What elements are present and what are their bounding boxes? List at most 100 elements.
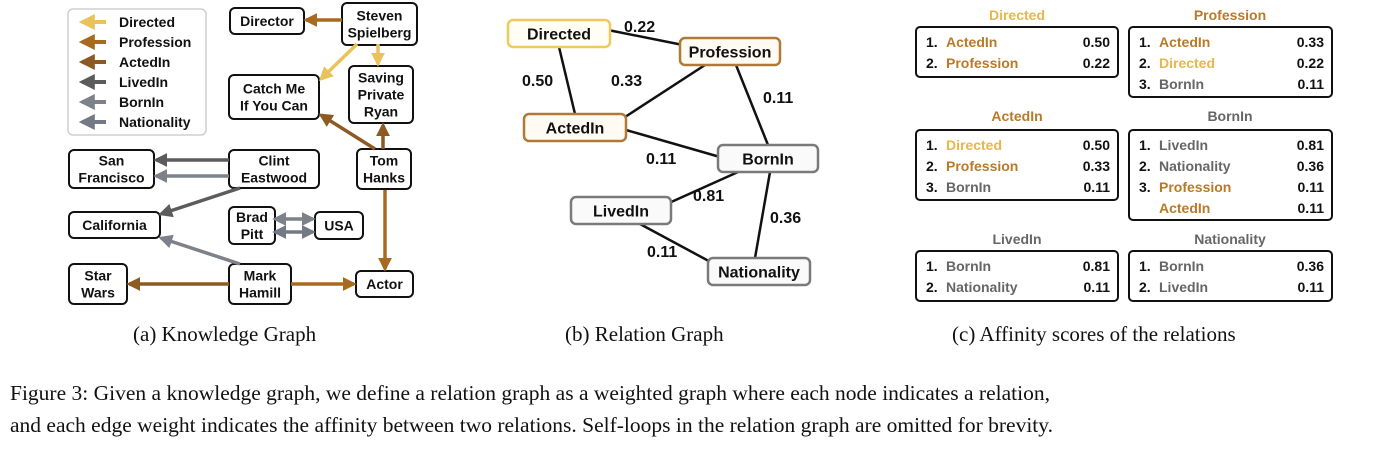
- affinity-table-box: [1128, 250, 1333, 302]
- affinity-row: 2. LivedIn 0.11: [1139, 279, 1324, 295]
- affinity-table-nationality: Nationality 1. BornIn 0.36 2. LivedIn 0.11: [1128, 231, 1333, 302]
- rg-edge-weight: 0.81: [693, 188, 724, 205]
- kg-node-label: Actor: [366, 276, 403, 292]
- affinity-score: 0.50: [1083, 34, 1110, 50]
- affinity-rank: 2.: [1139, 279, 1151, 295]
- affinity-name: Directed: [1159, 55, 1215, 71]
- affinity-rank: 2.: [926, 279, 938, 295]
- rg-edge-profession-actedin: [621, 63, 706, 121]
- affinity-table-actedin: ActedIn 1. Directed 0.50 2. Profession 0.33 3. B…: [915, 108, 1119, 201]
- affinity-name: Profession: [946, 158, 1018, 174]
- rg-node-box: [716, 143, 820, 174]
- affinity-table-box: [915, 129, 1119, 201]
- affinity-rank: 2.: [1139, 55, 1151, 71]
- affinity-row: 1. ActedIn 0.50: [926, 34, 1110, 50]
- affinity-name: LivedIn: [1159, 137, 1208, 153]
- legend-label-actedin: ActedIn: [119, 54, 170, 70]
- affinity-table-title: BornIn: [1207, 108, 1252, 124]
- caption-b: (b) Relation Graph: [565, 322, 724, 346]
- affinity-name: Directed: [946, 137, 1002, 153]
- kg-node-usa: USA: [314, 211, 364, 240]
- rg-edge-weight: 0.50: [522, 73, 553, 90]
- affinity-table-box: [1128, 129, 1333, 221]
- rg-edge-weight: 0.11: [647, 244, 677, 261]
- affinity-name: BornIn: [946, 258, 991, 274]
- kg-node-label: Francisco: [78, 170, 144, 186]
- affinity-score: 0.11: [1298, 76, 1325, 92]
- affinity-rank: 3.: [926, 179, 938, 195]
- affinity-table-box: [1128, 26, 1333, 98]
- affinity-row: 1. BornIn 0.36: [1139, 258, 1324, 274]
- affinity-rank: 2.: [926, 158, 938, 174]
- affinity-row: 1. ActedIn 0.33: [1139, 34, 1324, 50]
- affinity-table-profession: Profession 1. ActedIn 0.33 2. Directed 0.22 3. B…: [1128, 7, 1333, 98]
- rg-edge-actedin-bornin: [625, 128, 721, 159]
- kg-node-label: Hanks: [363, 170, 405, 186]
- affinity-row: ActedIn 0.11: [1159, 200, 1324, 216]
- legend-label-livedin: LivedIn: [119, 74, 168, 90]
- affinity-rank: 1.: [1139, 34, 1151, 50]
- legend-label-directed: Directed: [119, 14, 175, 30]
- affinity-rank: 1.: [926, 34, 938, 50]
- kg-node-label: Private: [358, 87, 405, 103]
- affinity-row: 1. Directed 0.50: [926, 137, 1110, 153]
- affinity-score: 0.11: [1084, 279, 1111, 295]
- kg-node-label: Tom: [370, 153, 399, 169]
- affinity-row: 2. Nationality 0.11: [926, 279, 1110, 295]
- affinity-table-bornin: BornIn 1. LivedIn 0.81 2. Nationality 0.36 3. Pr…: [1128, 108, 1333, 221]
- affinity-rank: 2.: [926, 55, 938, 71]
- affinity-row: 2. Nationality 0.36: [1139, 158, 1324, 174]
- affinity-row: 3. Profession 0.11: [1139, 179, 1324, 195]
- rg-node-nationality: Nationality: [706, 256, 812, 287]
- rg-node-directed: Directed: [506, 18, 612, 49]
- rg-node-label: ActedIn: [546, 121, 605, 138]
- affinity-table-directed: Directed 1. ActedIn 0.50 2. Profession 0.22: [915, 7, 1119, 78]
- affinity-score: 0.11: [1298, 200, 1325, 216]
- kg-node-label: Catch Me: [243, 81, 305, 97]
- caption-c: (c) Affinity scores of the relations: [952, 322, 1236, 346]
- affinity-name: BornIn: [1159, 258, 1204, 274]
- affinity-name: ActedIn: [1159, 34, 1210, 50]
- kg-node-box: [68, 211, 161, 239]
- rg-node-box: [706, 256, 812, 287]
- affinity-score: 0.36: [1297, 158, 1324, 174]
- kg-node-label: Steven: [357, 8, 403, 24]
- kg-node-label: Spielberg: [348, 25, 412, 41]
- rg-node-actedin: ActedIn: [522, 112, 628, 143]
- kg-node-label: Eastwood: [241, 170, 307, 186]
- rg-node-label: LivedIn: [593, 204, 649, 221]
- rg-node-bornin: BornIn: [716, 143, 820, 174]
- rg-node-label: Nationality: [718, 265, 800, 282]
- affinity-table-title: LivedIn: [992, 231, 1041, 247]
- figure-caption-line-1: Figure 3: Given a knowledge graph, we de…: [10, 381, 1050, 405]
- rg-edge-livedin-bornin: [668, 170, 739, 205]
- affinity-rank: 3.: [1139, 76, 1151, 92]
- affinity-rank: 1.: [926, 137, 938, 153]
- rg-edge-directed-profession: [607, 28, 684, 47]
- figure-caption-line-2: and each edge weight indicates the affin…: [10, 413, 1054, 437]
- affinity-score: 0.81: [1297, 137, 1324, 153]
- caption-a: (a) Knowledge Graph: [133, 322, 317, 346]
- legend-label-profession: Profession: [119, 34, 191, 50]
- affinity-rank: 3.: [1139, 179, 1151, 195]
- affinity-score: 0.11: [1084, 179, 1111, 195]
- affinity-name: Profession: [1159, 179, 1231, 195]
- affinity-rank: 1.: [926, 258, 938, 274]
- affinity-table-title: Profession: [1194, 7, 1266, 23]
- kg-node-label: USA: [324, 218, 354, 234]
- affinity-name: Nationality: [946, 279, 1018, 295]
- kg-node-label: Mark: [244, 268, 277, 284]
- kg-edge-actedin: [318, 113, 376, 151]
- rg-edge-profession-bornin: [734, 64, 770, 146]
- affinity-table-box: [915, 250, 1119, 302]
- affinity-score: 0.22: [1083, 55, 1110, 71]
- affinity-table-title: Directed: [989, 7, 1045, 23]
- kg-edge-livedin: [158, 186, 241, 218]
